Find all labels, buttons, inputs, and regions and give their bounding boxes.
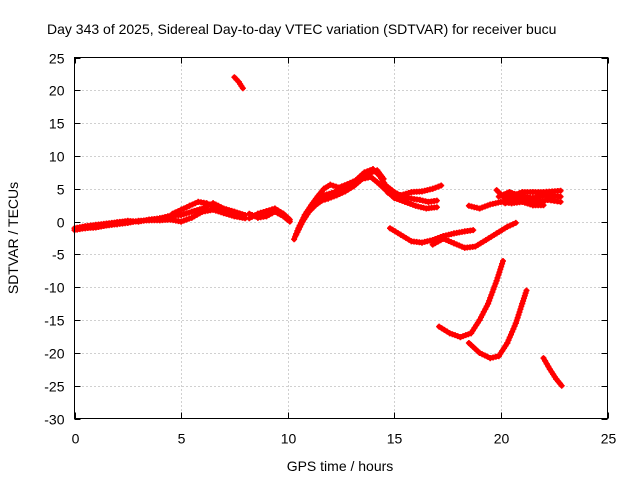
data-point <box>504 340 511 346</box>
y-tick-label: 10 <box>49 149 65 165</box>
data-point <box>497 266 504 273</box>
series-track-5 <box>246 208 293 225</box>
y-tick-label: -5 <box>52 247 65 263</box>
data-point <box>505 337 512 344</box>
data-point <box>498 263 505 270</box>
chart-title: Day 343 of 2025, Sidereal Day-to-day VTE… <box>47 21 556 37</box>
data-point <box>489 289 496 296</box>
data-point <box>512 219 519 226</box>
data-point <box>485 300 492 307</box>
x-tick-label: 20 <box>494 431 510 447</box>
series-track-13 <box>465 198 547 212</box>
data-point <box>330 182 337 189</box>
axis-ticks: -30 -25 -20 -15 -10 -5 0 5 10 15 20 25 0 5 10 15 20 25 <box>44 51 616 447</box>
series-track-16 <box>502 196 564 207</box>
data-point <box>510 326 517 332</box>
y-tick-label: -10 <box>44 280 64 296</box>
series-track-19 <box>540 355 565 389</box>
series-line <box>436 258 506 340</box>
data-point <box>511 323 518 330</box>
data-point <box>491 283 498 290</box>
y-tick-label: 5 <box>57 182 65 198</box>
data-point <box>429 185 436 192</box>
data-point <box>557 193 564 200</box>
data-point <box>380 175 387 182</box>
y-tick-label: 25 <box>49 51 65 67</box>
data-point <box>558 382 565 389</box>
data-point <box>495 272 502 278</box>
series-track-2 <box>71 206 249 234</box>
y-tick-label: -15 <box>44 313 64 329</box>
plot-frame <box>74 57 608 419</box>
series-track-18 <box>465 287 530 362</box>
data-point <box>263 208 270 215</box>
x-tick-label: 10 <box>281 431 297 447</box>
data-point <box>500 258 506 264</box>
x-tick-label: 5 <box>178 431 186 447</box>
data-point <box>508 331 514 338</box>
data-point <box>523 287 530 294</box>
data-point <box>512 320 519 327</box>
data-point <box>557 187 564 194</box>
data-point <box>509 328 516 335</box>
data-point <box>518 303 525 310</box>
data-point <box>291 236 298 243</box>
data-point <box>435 183 442 190</box>
data-point <box>333 183 339 190</box>
y-tick-label: -30 <box>44 412 64 428</box>
y-tick-label: 0 <box>57 215 65 231</box>
data-series <box>71 74 565 389</box>
data-point <box>239 85 246 92</box>
series-track-12 <box>429 219 519 251</box>
y-tick-label: -25 <box>44 379 64 395</box>
data-point <box>433 204 440 211</box>
data-point <box>557 198 564 205</box>
x-tick-label: 25 <box>601 431 617 447</box>
data-point <box>470 227 477 234</box>
data-point <box>286 218 293 225</box>
data-point <box>490 286 497 293</box>
x-tick-label: 15 <box>387 431 403 447</box>
data-point <box>494 274 501 281</box>
data-point <box>516 309 523 316</box>
series-track-17 <box>436 258 506 341</box>
data-point <box>513 317 520 324</box>
series-track-6 <box>231 74 246 92</box>
y-axis-label: SDTVAR / TECUs <box>5 182 21 294</box>
grid <box>74 57 608 419</box>
data-point <box>499 260 506 267</box>
data-point <box>493 277 500 284</box>
series-track-9 <box>297 167 387 228</box>
data-point <box>487 294 494 301</box>
x-axis-label: GPS time / hours <box>287 458 394 474</box>
data-point <box>514 314 521 321</box>
data-point <box>496 269 503 276</box>
data-point <box>486 297 493 304</box>
data-point <box>432 184 439 191</box>
data-point <box>515 311 522 318</box>
y-tick-label: -20 <box>44 346 64 362</box>
data-point <box>438 182 445 189</box>
data-point <box>492 280 499 287</box>
data-point <box>327 181 334 188</box>
data-point <box>517 306 524 313</box>
data-point <box>488 292 495 298</box>
series-track-3 <box>169 198 238 217</box>
x-tick-label: 0 <box>72 431 80 447</box>
data-point <box>433 197 440 204</box>
series-track-10 <box>384 182 445 199</box>
y-tick-label: 20 <box>49 83 65 99</box>
data-point <box>231 210 238 217</box>
y-tick-label: 15 <box>49 116 65 132</box>
